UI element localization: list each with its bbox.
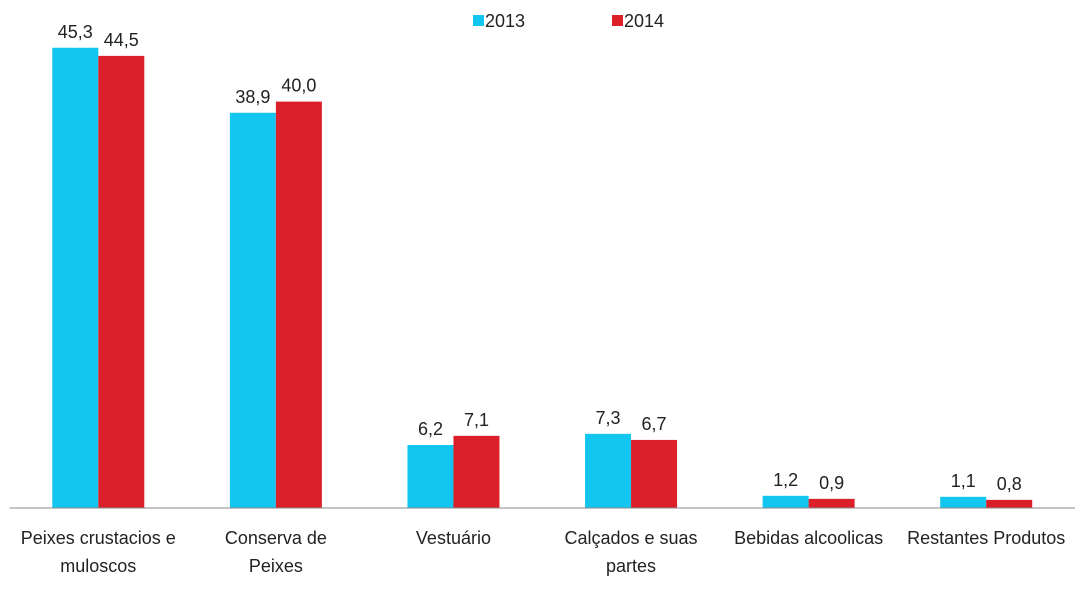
value-label: 45,3 (58, 22, 93, 42)
x-tick-label: Vestuário (415, 528, 491, 548)
value-label: 40,0 (281, 76, 316, 96)
value-label: 7,1 (464, 410, 489, 430)
x-tick-label: Peixes crustacios e muloscos (20, 528, 176, 576)
bar (275, 101, 322, 508)
value-label: 7,3 (596, 408, 621, 428)
legend-label: 2014 (624, 11, 664, 31)
x-tick-label: Conserva de Peixes (224, 528, 327, 576)
bar (98, 55, 145, 508)
value-label: 6,7 (642, 414, 667, 434)
bar (407, 445, 454, 508)
x-tick-label: Calçados e suas partes (564, 528, 698, 576)
bar (940, 496, 987, 508)
value-label: 38,9 (235, 87, 270, 107)
bar (631, 439, 678, 508)
x-tick-label: Bebidas alcoolicas (734, 528, 884, 548)
value-label: 44,5 (104, 30, 139, 50)
bar (453, 435, 500, 508)
bar (986, 499, 1033, 508)
legend-swatch (473, 15, 484, 26)
legend-swatch (612, 15, 623, 26)
bar (762, 495, 809, 508)
legend-label: 2013 (485, 11, 525, 31)
bar (585, 433, 632, 508)
value-label: 1,1 (951, 471, 976, 491)
value-label: 6,2 (418, 419, 443, 439)
bar (808, 498, 855, 508)
bar (52, 47, 99, 508)
bar (229, 112, 276, 508)
x-tick-label: Restantes Produtos (907, 528, 1066, 548)
value-label: 1,2 (773, 470, 798, 490)
value-label: 0,9 (819, 473, 844, 493)
value-label: 0,8 (997, 474, 1022, 494)
